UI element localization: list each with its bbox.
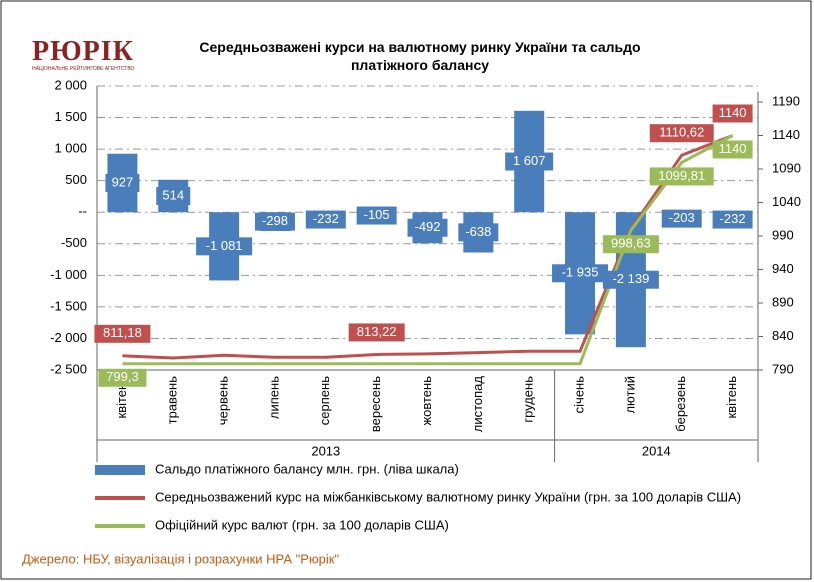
bar-value-label-box xyxy=(156,187,191,206)
line-value-label-box xyxy=(649,167,714,186)
bar-value-label-box xyxy=(661,209,702,228)
line-value-label: 813,22 xyxy=(357,324,397,339)
line-value-label-box xyxy=(94,324,151,343)
y-tick-label: -1 000 xyxy=(50,267,87,282)
x-tick-label: вересень xyxy=(368,376,383,432)
x-tick-label: жовтень xyxy=(419,376,434,426)
y2-tick-label: 840 xyxy=(772,328,794,343)
bar-value-label: -232 xyxy=(313,211,339,226)
bar-value-label-box xyxy=(552,264,609,283)
bar-value-label-box xyxy=(305,210,346,229)
y2-tick-label: 990 xyxy=(772,227,794,242)
line-value-label-box xyxy=(712,104,753,123)
bar-value-label-box xyxy=(254,212,295,231)
bar-value-label-box xyxy=(505,152,554,171)
chart-title: Середньозважені курси на валютному ринку… xyxy=(199,39,641,73)
group-label: 2013 xyxy=(311,443,340,458)
line-value-label: 998,63 xyxy=(611,236,651,251)
y-tick-label: -1 500 xyxy=(50,298,87,313)
line-value-label-box xyxy=(602,235,659,254)
x-tick-label: липень xyxy=(266,376,281,419)
y2-tick-label: 790 xyxy=(772,361,794,376)
source: Джерело: НБУ, візуалізація і розрахунки … xyxy=(22,551,339,566)
x-tick-label: червень xyxy=(216,376,231,425)
bar-value-label-box xyxy=(105,173,140,192)
bar-value-label: -298 xyxy=(262,213,288,228)
x-tick-label: квітень xyxy=(724,376,739,419)
line-value-label: 799,3 xyxy=(106,369,139,384)
bar-value-label-box xyxy=(602,270,659,289)
line-value-label-box xyxy=(98,368,147,387)
line-value-label: 1140 xyxy=(719,105,747,120)
y2-tick-label: 940 xyxy=(772,261,794,276)
line-value-label-box xyxy=(649,124,714,143)
bar-value-label: -638 xyxy=(465,224,491,239)
y-tick-label: 1 500 xyxy=(54,109,87,124)
y-tick-label: -2 000 xyxy=(50,330,87,345)
bar-value-label: -1 935 xyxy=(562,265,599,280)
line-value-label-box xyxy=(348,323,405,342)
x-tick-label: січень xyxy=(571,376,586,414)
y2-tick-label: 1090 xyxy=(772,160,801,175)
line-value-label: 1110,62 xyxy=(659,125,704,140)
bar-value-label: -2 139 xyxy=(612,271,649,286)
line xyxy=(122,134,734,366)
bar-value-label: -492 xyxy=(414,219,440,234)
bar-value-label: -105 xyxy=(364,207,390,222)
x-tick-label: лютий xyxy=(622,376,637,414)
bar-value-label: 514 xyxy=(162,187,184,202)
bar-value-label-box xyxy=(196,237,253,256)
bar-value-label: 927 xyxy=(112,174,134,189)
bar-value-label: -1 081 xyxy=(206,238,243,253)
bar-value-label: 1 607 xyxy=(513,153,546,168)
y2-tick-label: 1140 xyxy=(772,127,800,142)
bar-value-label-box xyxy=(712,210,753,229)
y-tick-label: -2 500 xyxy=(50,361,87,376)
x-tick-label: травень xyxy=(165,376,180,425)
y-tick-label: 500 xyxy=(65,172,87,187)
logo: РЮРІК xyxy=(32,36,134,67)
bar-value-label-box xyxy=(356,206,397,225)
bar-value-label: -232 xyxy=(720,211,746,226)
bar-value-label-box xyxy=(458,223,499,242)
bar-value-label-box xyxy=(407,218,448,237)
y2-tick-label: 1040 xyxy=(772,194,801,209)
legend-label: Середньозважений курс на міжбанківському… xyxy=(155,489,741,504)
y-tick-label: -- xyxy=(78,204,87,219)
line-value-label-box xyxy=(712,140,753,159)
y-tick-label: 1 000 xyxy=(54,141,87,156)
x-tick-label: грудень xyxy=(521,376,536,423)
line-value-label: 811,18 xyxy=(103,325,142,340)
y2-tick-label: 1190 xyxy=(772,93,800,108)
legend-label: Сальдо платіжного балансу млн. грн. (лів… xyxy=(155,461,459,476)
y-tick-label: 2 000 xyxy=(54,77,87,92)
bar-value-label: -203 xyxy=(669,210,695,225)
y-tick-label: -500 xyxy=(61,235,87,250)
group-label: 2014 xyxy=(642,443,671,458)
y2-tick-label: 890 xyxy=(772,294,794,309)
line-value-label: 1140 xyxy=(719,141,747,156)
x-tick-label: листопад xyxy=(470,376,485,433)
logo-tagline: НАЦІОНАЛЬНЕ РЕЙТИНГОВЕ АГЕНТСТВО xyxy=(32,66,135,72)
line-value-label: 1099,81 xyxy=(658,168,705,183)
x-tick-label: березень xyxy=(673,376,688,432)
legend-label: Офіційний курс валют (грн. за 100 доларі… xyxy=(155,517,449,532)
legend-swatch xyxy=(95,465,145,475)
x-tick-label: серпень xyxy=(317,376,332,425)
